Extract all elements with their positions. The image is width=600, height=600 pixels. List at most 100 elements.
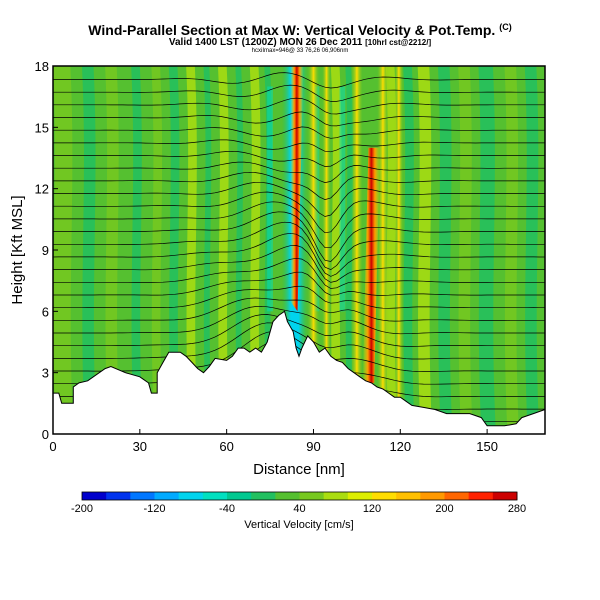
chart-subtitle-2: hcxiImax=946@ 33 76,26 06,906nm: [251, 48, 349, 54]
y-axis: 0 3 6 9 12 15 18: [35, 59, 58, 442]
theta-contour: [53, 257, 545, 289]
field-band: [105, 66, 120, 434]
field-band: [504, 66, 520, 434]
field-band: [81, 66, 97, 434]
colorbar-swatch: [323, 492, 349, 500]
colorbar: -200 -120 -40 40 120 200 280: [71, 491, 526, 515]
colorbar-frame: [81, 491, 518, 501]
theta-contour: [53, 181, 545, 217]
colorbar-tick-label: 40: [293, 503, 305, 515]
theta-contour: [53, 245, 545, 283]
updraft-band: [307, 66, 320, 434]
chart-subtitle: Valid 1400 LST (1200Z) MON 26 Dec 2011 […: [168, 37, 432, 48]
colorbar-swatch: [420, 492, 445, 500]
theta-contour: [53, 285, 545, 309]
theta-contour: [53, 111, 545, 127]
y-tick-label: 6: [42, 304, 49, 319]
field-band: [235, 66, 245, 434]
y-tick-label: 3: [42, 366, 49, 381]
colorbar-tick-label: 200: [435, 503, 453, 515]
theta-contour: [53, 161, 545, 183]
theta-contour: [53, 305, 545, 335]
colorbar-swatch: [347, 492, 373, 500]
x-tick-label: 30: [133, 439, 147, 454]
colorbar-swatch: [130, 492, 155, 500]
colorbar-swatch: [492, 492, 518, 500]
x-tick-label: 0: [49, 439, 56, 454]
theta-contour: [53, 331, 545, 372]
theta-contour: [53, 271, 545, 296]
x-tick-label: 120: [389, 439, 411, 454]
field-band: [186, 66, 198, 434]
theta-contour: [53, 97, 545, 115]
y-tick-label: 12: [35, 182, 49, 197]
colorbar-swatch: [299, 492, 325, 500]
colorbar-tick-label: 120: [363, 503, 381, 515]
theta-contour: [53, 126, 545, 139]
terrain: [52, 310, 546, 435]
theta-contour: [53, 232, 545, 277]
y-axis-label: Height [Kft MSL]: [9, 195, 26, 304]
field-band: [151, 66, 164, 434]
theta-contour: [53, 221, 545, 270]
updraft-band: [322, 66, 331, 434]
colorbar-tick-label: 280: [508, 503, 526, 515]
field-band: [131, 66, 143, 434]
colorbar-swatch: [106, 492, 131, 500]
updraft-core: [362, 147, 381, 383]
colorbar-label: Vertical Velocity [cm/s]: [244, 519, 353, 531]
colorbar-swatch: [178, 492, 204, 500]
field-band: [168, 66, 181, 434]
x-axis: 0 30 60 90 120 150: [49, 429, 498, 454]
field-band: [217, 66, 230, 434]
theta-contour: [53, 191, 545, 234]
y-tick-label: 15: [35, 120, 49, 135]
colorbar-swatch: [468, 492, 494, 500]
updraft-band: [394, 66, 404, 434]
downdraft-streak: [339, 86, 346, 312]
colorbar-swatch: [372, 492, 397, 500]
theta-contour: [53, 322, 545, 360]
colorbar-swatch: [251, 492, 276, 500]
colorbar-tick-label: -120: [143, 503, 165, 515]
y-tick-label: 9: [42, 243, 49, 258]
theta-contour: [53, 72, 545, 89]
theta-contour: [53, 171, 545, 200]
field-band: [249, 66, 262, 434]
colorbar-swatch: [154, 492, 180, 500]
colorbar-swatch: [275, 492, 300, 500]
field-band: [478, 66, 496, 434]
x-tick-label: 60: [219, 439, 233, 454]
field-band: [437, 66, 453, 434]
colorbar-swatch: [82, 492, 107, 500]
theta-contour: [53, 211, 545, 262]
field-band: [417, 66, 433, 434]
y-tick-label: 0: [42, 427, 49, 442]
x-axis-label: Distance [nm]: [253, 461, 345, 478]
colorbar-swatch: [202, 492, 228, 500]
field-band: [403, 66, 415, 434]
colorbar-swatch: [444, 492, 470, 500]
theta-contour: [53, 139, 545, 153]
colorbar-swatch: [396, 492, 421, 500]
x-tick-label: 150: [476, 439, 498, 454]
x-tick-label: 90: [306, 439, 320, 454]
chart-title: Wind-Parallel Section at Max W: Vertical…: [88, 22, 512, 38]
updraft-band: [351, 66, 363, 434]
theta-contour: [53, 297, 545, 322]
y-tick-label: 18: [35, 59, 49, 74]
field-band: [203, 66, 213, 434]
updraft-band: [377, 66, 389, 434]
colorbar-swatch: [227, 492, 252, 500]
downdraft-streak: [267, 86, 273, 312]
vertical-velocity-field: [53, 66, 545, 434]
colorbar-tick-label: -40: [219, 503, 235, 515]
field-band: [524, 66, 540, 434]
colorbar-tick-label: -200: [71, 503, 93, 515]
theta-contour: [53, 201, 545, 249]
theta-contour: [53, 150, 545, 167]
theta-contour: [53, 314, 545, 347]
field-band: [458, 66, 473, 434]
theta-contour: [53, 84, 545, 102]
